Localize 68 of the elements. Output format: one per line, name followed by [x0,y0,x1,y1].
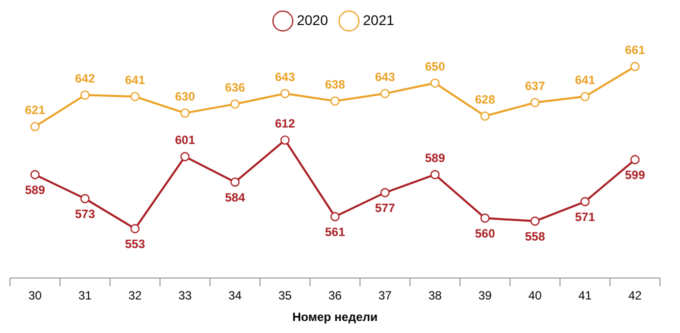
x-tick-label: 38 [428,288,442,303]
data-label: 589 [24,182,46,197]
data-label: 643 [374,70,396,84]
x-tick-label: 31 [78,288,92,303]
point [580,92,590,102]
data-label: 642 [74,71,96,86]
x-tick-label: 30 [28,288,42,303]
x-tick-label: 35 [278,288,292,303]
data-label: 638 [324,77,346,92]
point [30,170,40,180]
data-label: 599 [624,168,646,182]
point [530,98,540,108]
data-label: 553 [124,236,146,251]
point [480,111,490,121]
point [30,122,40,132]
point [430,78,440,88]
data-label: 621 [24,102,46,117]
data-label: 589 [424,150,446,165]
point [280,88,290,98]
legend-label: 2021 [363,12,394,28]
point [530,216,540,226]
point [230,99,240,109]
x-tick-label: 40 [528,288,542,303]
point [480,214,490,223]
data-label: 643 [274,70,296,84]
data-label: 560 [474,226,496,240]
legend-label: 2020 [296,12,328,28]
x-tick-label: 37 [378,288,392,303]
point [630,62,640,72]
point [180,152,190,162]
data-label: 661 [624,42,646,57]
data-label: 637 [524,78,546,93]
data-label: 650 [424,59,446,74]
x-tick-label: 32 [128,288,142,303]
point [430,170,440,180]
x-tick-label: 39 [478,288,492,303]
data-label: 628 [474,92,496,106]
data-label: 573 [74,206,96,221]
point [180,108,190,118]
point [80,194,90,204]
point [330,96,340,106]
data-label: 558 [524,229,546,244]
data-label: 612 [274,116,296,130]
data-label: 630 [174,89,196,104]
data-label: 571 [574,210,596,224]
point [330,212,340,222]
x-tick-label: 41 [578,288,592,303]
data-label: 584 [224,190,246,204]
x-axis-title: Номер недели [292,310,378,324]
x-tick-label: 34 [228,288,242,303]
data-label: 641 [574,72,596,87]
data-label: 641 [124,72,146,87]
x-tick-label: 36 [328,288,342,303]
point [630,155,640,164]
point [130,224,140,234]
data-label: 636 [224,80,246,94]
point [80,90,90,100]
point [130,92,140,102]
data-label: 561 [324,224,346,239]
point [380,188,390,198]
point [280,135,290,145]
point [580,197,590,206]
data-label: 601 [174,132,196,147]
point [230,178,240,187]
data-label: 577 [374,200,396,215]
x-tick-label: 42 [628,288,642,303]
x-tick-label: 33 [178,288,192,303]
point [380,88,390,98]
